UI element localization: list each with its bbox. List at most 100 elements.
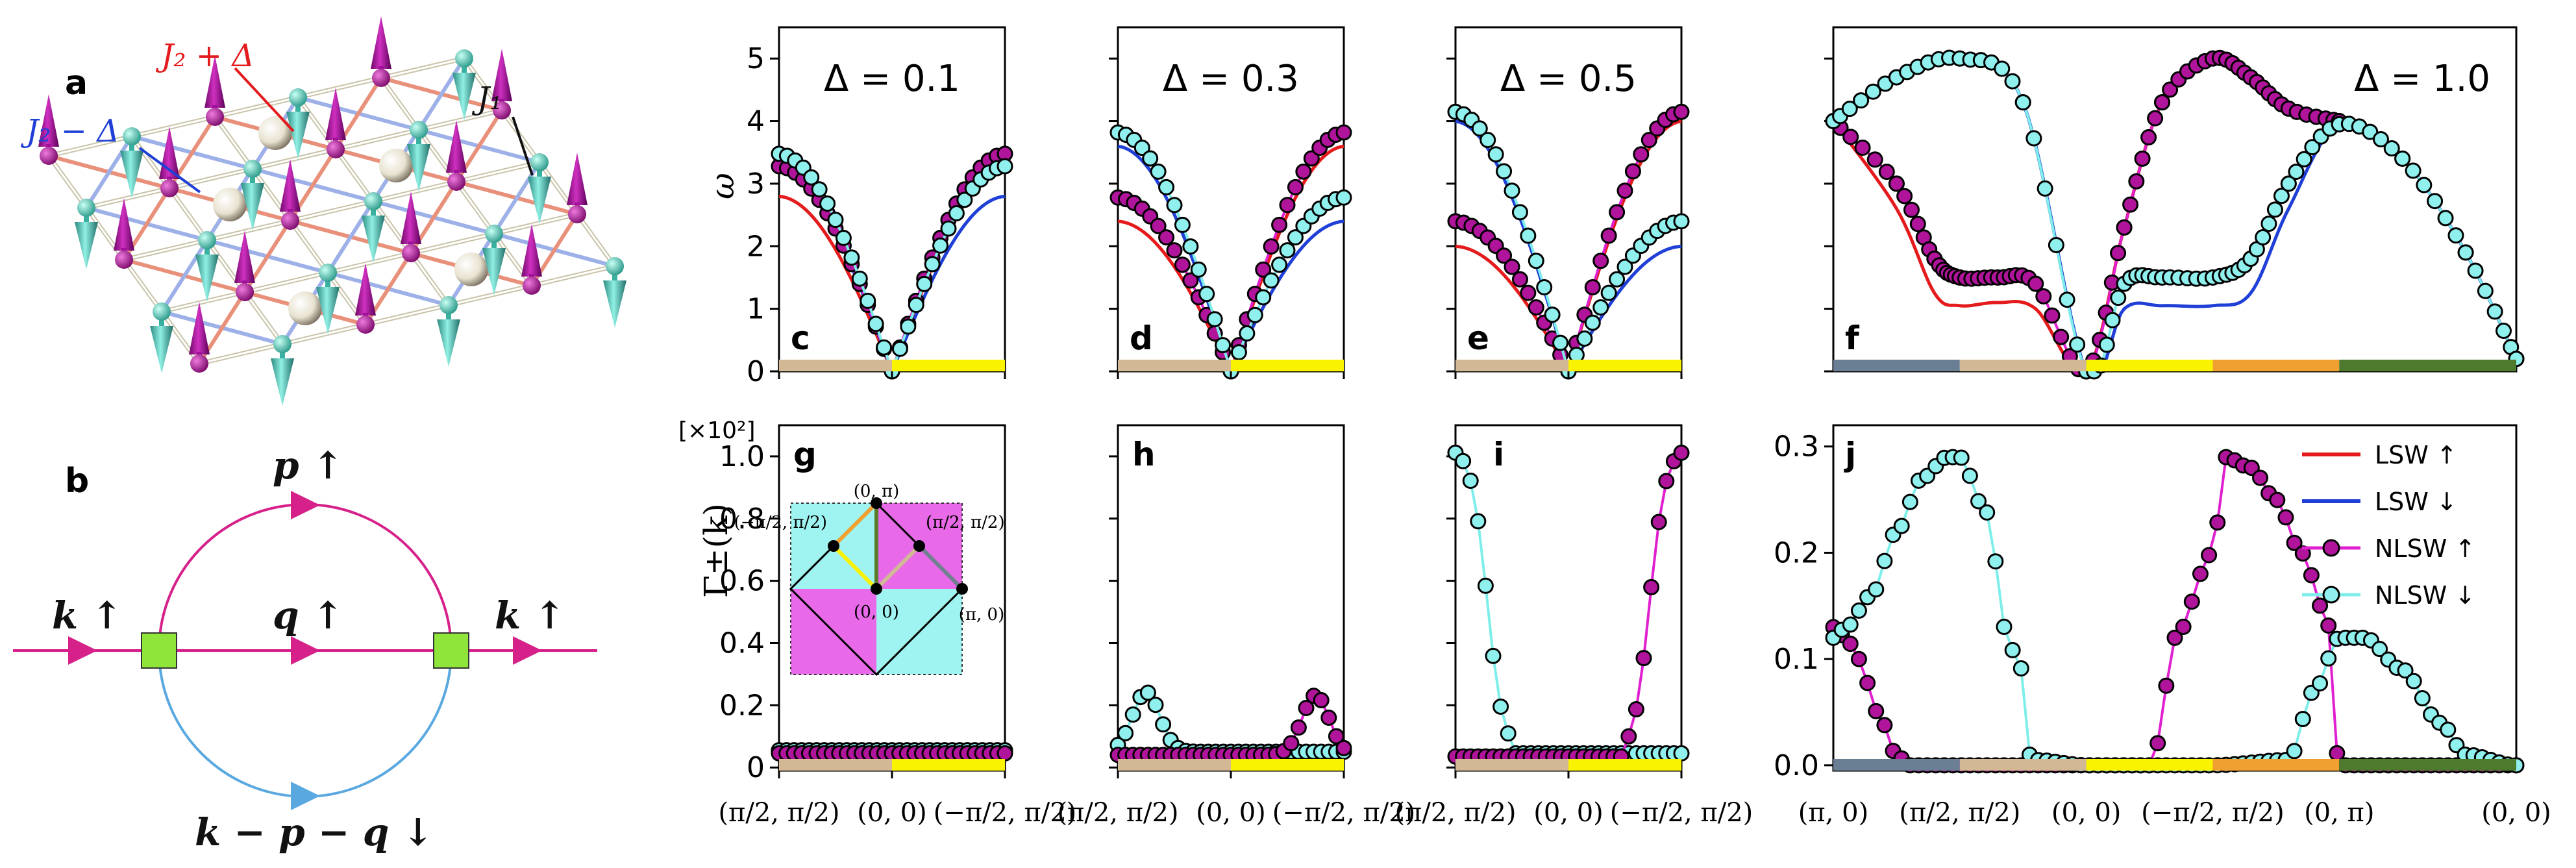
y-tick-label: 0.8 xyxy=(719,502,765,536)
marker-nlsw-down xyxy=(1139,684,1156,701)
magnetic-ion-down xyxy=(77,199,95,217)
marker-nlsw-down xyxy=(1471,120,1488,137)
magnetic-ion-up xyxy=(115,251,133,269)
marker-nlsw-down xyxy=(1198,286,1215,303)
rod-j1-highlight xyxy=(214,96,299,118)
panel-j: 0.0 0.1 0.2 0.3 j (π, 0) (π/2, π/2) (0, 0) (−π/2… xyxy=(1774,424,2551,828)
y-tick-label: 1.0 xyxy=(719,440,765,473)
rod-j1-highlight xyxy=(161,291,245,313)
spin-down-cone xyxy=(241,183,264,230)
rod-j1-highlight xyxy=(327,252,412,274)
y-tick-label: 5 xyxy=(747,42,765,75)
magnetic-ion-up xyxy=(236,283,254,301)
marker-nlsw-up xyxy=(2134,150,2151,167)
marker-nlsw-down xyxy=(1953,449,1970,466)
pointer-j2-plus xyxy=(234,67,295,132)
marker-nlsw-down xyxy=(1994,60,2011,77)
legend-label: NLSW ↑ xyxy=(2375,534,2475,563)
path-segment-bar xyxy=(779,759,892,771)
marker-nlsw-down xyxy=(2280,175,2297,192)
delta-label-d: Δ = 0.3 xyxy=(1163,58,1299,100)
rod-j1-highlight xyxy=(456,161,540,183)
nonmagnetic-ion xyxy=(213,188,247,221)
magnetic-ion-down xyxy=(485,225,503,243)
pointer-j2-minus xyxy=(138,147,201,193)
rod-j2-minus xyxy=(326,200,375,274)
marker-nlsw-down xyxy=(1485,647,1502,664)
rod-j1-highlight xyxy=(372,201,412,254)
spin-down-cone xyxy=(362,216,385,263)
marker-nlsw-up xyxy=(1283,735,1300,752)
inset-label: (π/2, π/2) xyxy=(926,513,1005,532)
marker-nlsw-down xyxy=(940,220,957,237)
marker-nlsw-up xyxy=(1290,719,1307,736)
y-tick-label: 2 xyxy=(747,230,765,263)
marker-nlsw-down xyxy=(2012,660,2029,677)
marker-nlsw-up xyxy=(1909,216,1926,232)
rod-j1-highlight xyxy=(47,155,88,208)
marker-nlsw-down xyxy=(1133,140,1150,156)
label-j2-plus-delta: J₂ + Δ xyxy=(155,38,254,74)
spin-down-cone xyxy=(603,280,626,328)
marker-nlsw-down xyxy=(1117,725,1134,741)
inset-label: (π, 0) xyxy=(959,605,1004,625)
inset-path xyxy=(832,544,878,591)
path-segment-bar xyxy=(1118,360,1231,371)
marker-nlsw-up xyxy=(1866,151,1883,168)
marker-nlsw-down xyxy=(1462,473,1479,490)
path-segment-bar xyxy=(1568,360,1681,371)
marker-nlsw-up xyxy=(2116,219,2133,236)
marker-nlsw-up xyxy=(1335,739,1352,756)
spin-up-cone xyxy=(567,153,588,205)
marker-nlsw-up xyxy=(2147,110,2164,127)
marker-nlsw-up xyxy=(1650,514,1667,530)
inset-path xyxy=(874,544,921,591)
marker-nlsw-down xyxy=(1609,271,1626,288)
magnetic-ion-up xyxy=(447,173,465,191)
marker-nlsw-up xyxy=(1620,728,1637,745)
marker-nlsw-down xyxy=(1842,616,1859,633)
spin-down-cone xyxy=(286,112,310,159)
magnetic-ion-up xyxy=(493,101,511,119)
inset-path xyxy=(832,501,878,548)
marker-nlsw-up xyxy=(1641,132,1657,149)
marker-nlsw-down xyxy=(1987,553,2004,570)
marker-nlsw-up xyxy=(1842,636,1859,652)
marker-nlsw-up xyxy=(1271,216,1288,233)
y-tick-label: 0.2 xyxy=(719,689,765,722)
marker-nlsw-up xyxy=(1628,701,1644,718)
pointer-j1 xyxy=(512,116,534,176)
marker-nlsw-down xyxy=(811,181,828,198)
inset-point xyxy=(871,583,882,595)
x-tick-label: (0, 0) xyxy=(857,798,927,828)
legend-label: LSW ↑ xyxy=(2375,441,2457,469)
marker-nlsw-down xyxy=(2496,323,2512,340)
marker-nlsw-down xyxy=(2383,140,2400,157)
marker-nlsw-down xyxy=(1544,306,1561,323)
spin-up-cone xyxy=(521,224,542,277)
marker-nlsw-up xyxy=(2053,329,2070,345)
marker-nlsw-up xyxy=(2128,173,2145,190)
marker-nlsw-up xyxy=(2303,567,2320,584)
marker-nlsw-up xyxy=(1303,150,1320,167)
marker-nlsw-up xyxy=(1166,242,1183,259)
rod-j1-highlight xyxy=(531,265,615,287)
panel-h: h (π/2, π/2) (0, 0) (−π/2, π/2) xyxy=(1057,424,1415,828)
panel-label-b: b xyxy=(65,462,89,501)
marker-nlsw-down xyxy=(932,237,949,254)
magnetic-ion-down xyxy=(410,121,428,139)
legend-marker xyxy=(2322,586,2340,604)
marker-nlsw-down xyxy=(924,256,941,273)
y-tick-label: 0 xyxy=(747,355,765,388)
marker-nlsw-down xyxy=(1142,150,1159,167)
rod-j2-minus xyxy=(160,239,209,313)
rod-j1-highlight xyxy=(297,77,382,99)
rod-j1-highlight xyxy=(199,343,283,365)
arrow-top xyxy=(291,491,320,519)
magnetic-ion-down xyxy=(198,231,216,249)
marker-nlsw-down xyxy=(2273,188,2290,205)
marker-nlsw-up xyxy=(1182,272,1199,289)
label-q-up: q ↑ xyxy=(273,593,343,638)
marker-nlsw-up xyxy=(2122,196,2139,213)
